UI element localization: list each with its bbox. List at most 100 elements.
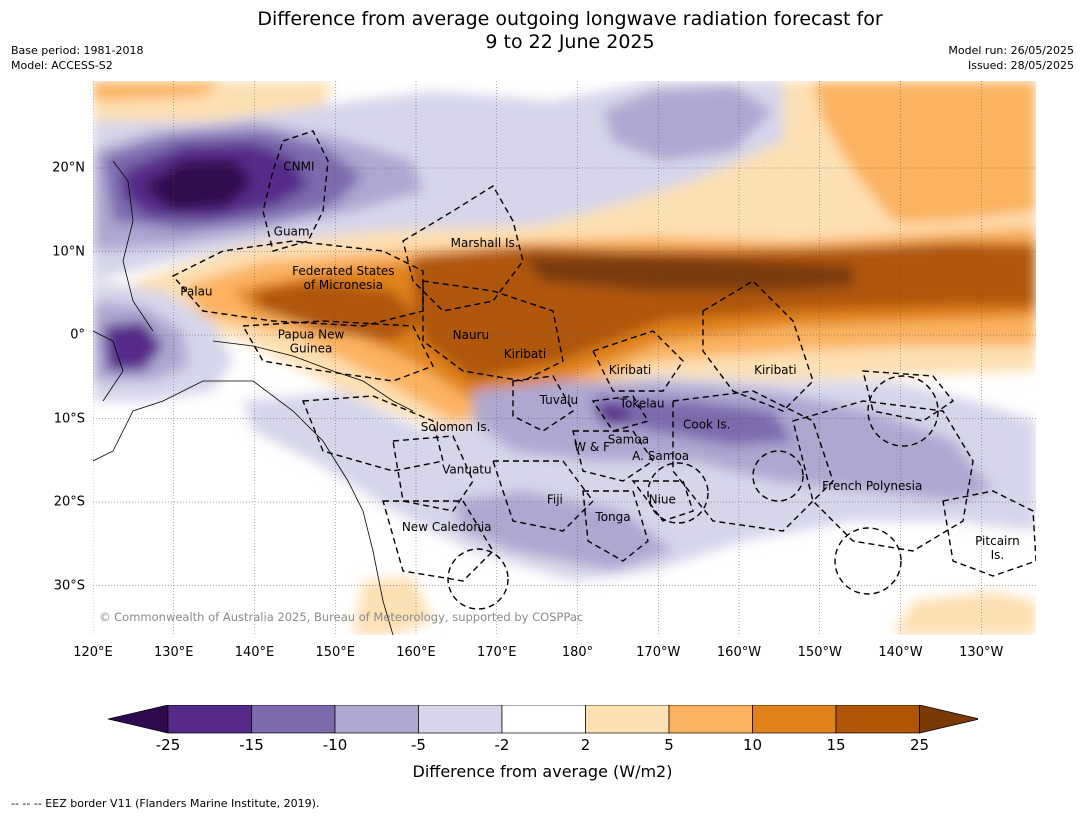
colorbar-segment — [585, 705, 670, 734]
eez-cook — [672, 390, 834, 532]
anomaly-ne-orange — [813, 81, 1036, 231]
region-label: Kiribati — [504, 347, 546, 361]
lon-label: 130°W — [959, 645, 1004, 660]
coastlines — [93, 160, 414, 635]
region-label: Guam — [274, 224, 310, 238]
anomaly-eq-brown — [253, 281, 423, 341]
eez-borders — [171, 130, 1036, 610]
lat-label: 20°S — [53, 494, 85, 510]
region-label: Tonga — [594, 510, 630, 524]
lon-label: 120°E — [73, 645, 113, 660]
region-label: Solomon Is. — [421, 420, 491, 434]
issued-date: Issued: 28/05/2025 — [967, 59, 1074, 72]
colorbar-segment — [251, 705, 336, 734]
anomaly-s-purple-dark — [593, 396, 793, 446]
colorbar-tick-label: 25 — [909, 736, 930, 754]
region-label: Marshall Is. — [451, 236, 519, 250]
australia-coast — [93, 380, 394, 635]
model-run: Model run: 26/05/2025 — [948, 44, 1074, 57]
region-label: Tuvalu — [539, 393, 579, 407]
eez-pitcairn — [942, 490, 1036, 577]
lon-label: 150°E — [315, 645, 356, 660]
lon-label: 140°W — [878, 645, 923, 660]
lon-label: 140°E — [234, 645, 275, 660]
base-period: Base period: 1981-2018 — [11, 44, 144, 57]
lat-label: 0° — [70, 327, 85, 343]
eez-circle-5 — [867, 375, 939, 447]
eez-circle-1 — [447, 548, 509, 610]
eez-kiribati-phoenix — [592, 330, 684, 392]
title-line-2: 9 to 22 June 2025 — [485, 31, 655, 53]
anomaly-n-purple-core — [143, 159, 253, 211]
region-label: Kiribati — [609, 363, 651, 377]
lon-label: 150°W — [797, 645, 842, 660]
meta-left: Base period: 1981-2018 Model: ACCESS-S2 — [11, 43, 143, 73]
lon-label: 170°W — [636, 645, 681, 660]
colorbar-tick-label: -15 — [239, 736, 264, 754]
eez-legend-footer: -- -- -- EEZ border V11 (Flanders Marine… — [11, 797, 320, 810]
eez-circle-3 — [752, 450, 804, 502]
colorbar — [108, 705, 978, 734]
region-label: Federated States of Micronesia — [292, 264, 394, 292]
colorbar-tick-label: -2 — [494, 736, 510, 754]
philippines-coast — [112, 160, 154, 332]
colorbar-segment — [668, 705, 753, 734]
colorbar-tick-label: 15 — [826, 736, 846, 754]
region-label: French Polynesia — [822, 479, 922, 493]
colorbar-segment — [334, 705, 419, 734]
eez-french-poly — [792, 400, 974, 552]
colorbar-segment — [752, 705, 837, 734]
anomaly-w-purple-deep — [103, 321, 163, 371]
map-panel: CNMI Guam Marshall Is. Federated States of M… — [93, 81, 1036, 635]
title-line-1: Difference from average outgoing longwav… — [257, 8, 883, 30]
eez-png — [241, 320, 434, 382]
eez-kiribati-gilbert — [422, 280, 564, 382]
colorbar-tick-label: 2 — [580, 736, 591, 754]
lat-label: 10°N — [52, 244, 85, 259]
colorbar-title: Difference from average (W/m2) — [412, 762, 673, 781]
new-guinea-coast — [212, 340, 414, 412]
model-name: Model: ACCESS-S2 — [11, 59, 113, 72]
eez-circle-2 — [647, 462, 709, 524]
anomaly-nw-orange-2 — [93, 81, 223, 101]
meta-right: Model run: 26/05/2025 Issued: 28/05/2025 — [948, 43, 1074, 73]
anomaly-field — [93, 81, 1036, 635]
eez-solomon — [301, 395, 444, 472]
region-label: Fiji — [547, 492, 563, 506]
eez-samoa — [572, 430, 654, 482]
map-canvas: CNMI Guam Marshall Is. Federated States of M… — [93, 81, 1036, 635]
region-label: Pitcairn Is. — [975, 534, 1020, 562]
map-title: Difference from average outgoing longwav… — [0, 8, 1085, 54]
eez-newcal — [382, 500, 494, 582]
region-label: Palau — [180, 285, 212, 299]
lat-label: 10°S — [53, 411, 85, 426]
eez-cnmi-guam — [262, 130, 329, 252]
region-labels: CNMI Guam Marshall Is. Federated States of M… — [180, 159, 1020, 562]
colorbar-extend-low — [108, 705, 169, 734]
region-label: Kiribati — [754, 363, 796, 377]
graticule — [93, 81, 1036, 635]
colorbar-segment — [418, 705, 503, 734]
region-label: Papua New Guinea — [278, 328, 345, 356]
region-label: Nauru — [453, 328, 489, 342]
colorbar-tick-label: 5 — [664, 736, 674, 754]
anomaly-n-purple-mid-2 — [603, 86, 773, 161]
region-label: W & F — [574, 440, 610, 454]
colorbar-segment — [167, 705, 252, 734]
anomaly-sw-orange — [353, 576, 433, 635]
lon-label: 160°W — [716, 645, 762, 660]
borneo-coast — [93, 330, 124, 402]
anomaly-se-orange — [893, 591, 1036, 635]
region-label: Niue — [649, 492, 676, 506]
colorbar-extend-high — [919, 705, 978, 734]
lon-label: 160°E — [396, 645, 436, 660]
region-label: Samoa — [608, 432, 649, 446]
colorbar-segment — [835, 705, 920, 734]
eez-tuvalu — [512, 375, 574, 432]
region-label: Vanuatu — [442, 462, 492, 476]
eez-niue — [631, 480, 694, 522]
anomaly-eq-core — [523, 256, 853, 291]
lon-label: 170°E — [476, 645, 517, 660]
region-label: New Caledonia — [402, 520, 492, 534]
colorbar-tick-label: 10 — [742, 736, 763, 754]
